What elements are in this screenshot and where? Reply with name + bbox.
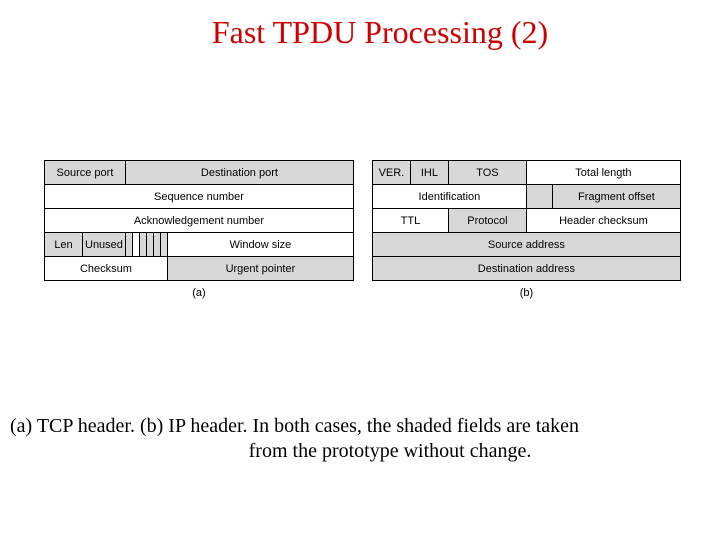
ip-row-5: Destination address	[372, 257, 680, 281]
tcp-row-checksum: Checksum Urgent pointer	[45, 257, 354, 281]
ip-ttl: TTL	[372, 209, 448, 233]
tcp-row-seq: Sequence number	[45, 185, 354, 209]
ip-ident: Identification	[372, 185, 526, 209]
ip-tos: TOS	[448, 161, 526, 185]
tcp-source-port: Source port	[45, 161, 126, 185]
tcp-seq-num: Sequence number	[45, 185, 354, 209]
ip-row-3: TTL Protocol Header checksum	[372, 209, 680, 233]
tcp-flag-4	[146, 233, 153, 257]
ip-ihl: IHL	[410, 161, 448, 185]
ip-row-4: Source address	[372, 233, 680, 257]
tcp-header-block: Source port Destination port Sequence nu…	[44, 160, 354, 299]
ip-src-addr: Source address	[372, 233, 680, 257]
tcp-len: Len	[45, 233, 83, 257]
ip-protocol: Protocol	[448, 209, 526, 233]
figure-caption: (a) TCP header. (b) IP header. In both c…	[10, 414, 710, 464]
tcp-row-ack: Acknowledgement number	[45, 209, 354, 233]
tcp-caption: (a)	[44, 287, 354, 299]
diagram-area: Source port Destination port Sequence nu…	[44, 160, 681, 299]
ip-header-block: VER. IHL TOS Total length Identification…	[372, 160, 681, 299]
tcp-flag-3	[139, 233, 146, 257]
ip-caption: (b)	[372, 287, 681, 299]
tcp-row-flags: Len Unused Window size	[45, 233, 354, 257]
ip-total-len: Total length	[526, 161, 680, 185]
ip-hdr-chk: Header checksum	[526, 209, 680, 233]
ip-header-table: VER. IHL TOS Total length Identification…	[372, 160, 681, 281]
tcp-flag-5	[153, 233, 160, 257]
ip-row-1: VER. IHL TOS Total length	[372, 161, 680, 185]
tcp-flag-1	[125, 233, 132, 257]
page-title: Fast TPDU Processing (2)	[0, 0, 720, 51]
tcp-urgent: Urgent pointer	[167, 257, 353, 281]
ip-row-2: Identification Fragment offset	[372, 185, 680, 209]
tcp-row-ports: Source port Destination port	[45, 161, 354, 185]
ip-blank	[526, 185, 552, 209]
caption-line-1: (a) TCP header. (b) IP header. In both c…	[10, 415, 579, 437]
ip-ver: VER.	[372, 161, 410, 185]
caption-line-2: from the prototype without change.	[10, 439, 710, 464]
tcp-unused: Unused	[83, 233, 126, 257]
ip-dst-addr: Destination address	[372, 257, 680, 281]
tcp-flag-6	[160, 233, 167, 257]
tcp-dest-port: Destination port	[125, 161, 353, 185]
ip-frag-off: Fragment offset	[552, 185, 680, 209]
tcp-header-table: Source port Destination port Sequence nu…	[44, 160, 354, 281]
tcp-checksum: Checksum	[45, 257, 168, 281]
tcp-flag-2	[132, 233, 139, 257]
tcp-ack-num: Acknowledgement number	[45, 209, 354, 233]
tcp-window-size: Window size	[167, 233, 353, 257]
